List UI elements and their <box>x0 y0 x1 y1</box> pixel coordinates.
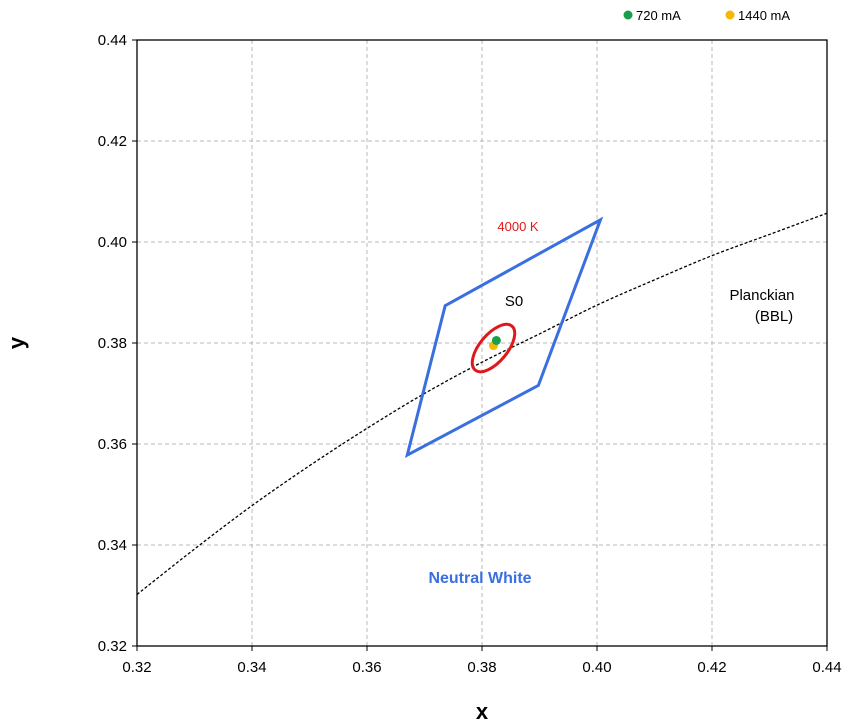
y-axis-ticks: 0.32 0.34 0.36 0.38 0.40 0.42 0.44 <box>98 32 137 655</box>
planckian-locus-line <box>136 212 828 595</box>
x-axis-title: x <box>476 699 489 724</box>
y-tick-label: 0.40 <box>98 234 127 251</box>
x-tick-label: 0.40 <box>582 659 611 676</box>
s0-macadam-ellipse <box>470 322 517 374</box>
data-point <box>491 335 501 345</box>
x-tick-label: 0.42 <box>697 659 726 676</box>
y-tick-label: 0.32 <box>98 638 127 655</box>
legend-label-720ma: 720 mA <box>636 8 681 23</box>
y-tick-label: 0.42 <box>98 133 127 150</box>
legend-marker-720ma <box>623 10 633 20</box>
x-tick-label: 0.38 <box>467 659 496 676</box>
y-tick-label: 0.34 <box>98 537 127 554</box>
cct-4000k-label: 4000 K <box>497 219 539 234</box>
legend-label-1440ma: 1440 mA <box>738 8 790 23</box>
grid-lines <box>137 40 827 646</box>
y-tick-label: 0.38 <box>98 335 127 352</box>
x-axis-ticks: 0.32 0.34 0.36 0.38 0.40 0.42 0.44 <box>122 646 842 676</box>
data-points <box>489 335 501 351</box>
planckian-label: Planckian <box>729 287 794 304</box>
y-tick-label: 0.36 <box>98 436 127 453</box>
legend-marker-1440ma <box>725 10 735 20</box>
x-tick-label: 0.44 <box>812 659 841 676</box>
bbl-label: (BBL) <box>755 308 793 325</box>
s0-label: S0 <box>505 293 523 310</box>
x-tick-label: 0.34 <box>237 659 266 676</box>
y-axis-title: y <box>4 336 29 349</box>
x-tick-label: 0.32 <box>122 659 151 676</box>
neutral-white-label: Neutral White <box>428 570 531 587</box>
y-tick-label: 0.44 <box>98 32 127 49</box>
legend: 720 mA 1440 mA <box>623 8 790 23</box>
neutral-white-quadrangle <box>404 216 604 459</box>
x-tick-label: 0.36 <box>352 659 381 676</box>
